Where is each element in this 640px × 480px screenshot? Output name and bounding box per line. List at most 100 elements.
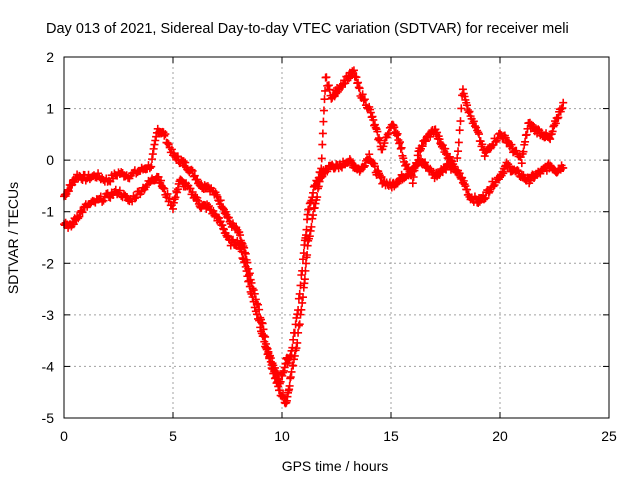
data-point <box>115 186 124 195</box>
data-point <box>409 172 418 181</box>
data-point <box>365 150 374 159</box>
data-series <box>60 66 568 388</box>
data-point <box>241 262 250 271</box>
data-point <box>98 197 107 206</box>
data-point <box>298 255 307 264</box>
data-point <box>148 150 157 159</box>
data-point <box>397 143 406 152</box>
data-series <box>60 124 568 408</box>
data-point <box>259 331 268 340</box>
data-point <box>288 343 297 352</box>
data-point <box>383 130 392 139</box>
data-point <box>460 180 469 189</box>
data-point <box>456 117 465 126</box>
data-point <box>310 181 319 190</box>
data-point <box>396 144 405 153</box>
data-point <box>455 126 464 135</box>
data-point <box>305 232 314 241</box>
data-point <box>298 266 307 275</box>
data-point <box>188 166 197 175</box>
data-point <box>121 191 130 200</box>
data-point <box>181 158 190 167</box>
data-point <box>289 335 298 344</box>
data-point <box>348 67 357 76</box>
data-point <box>317 164 326 173</box>
data-point <box>470 122 479 131</box>
data-point <box>318 129 327 138</box>
data-point <box>147 162 156 171</box>
data-point <box>454 138 463 147</box>
data-point <box>187 165 196 174</box>
data-point <box>311 182 320 191</box>
y-axis-label: SDTVAR / TECUs <box>5 182 21 294</box>
data-point <box>377 172 386 181</box>
data-point <box>559 98 568 107</box>
data-point <box>212 190 221 199</box>
data-point <box>296 281 305 290</box>
data-point <box>395 139 404 148</box>
data-point <box>260 337 269 346</box>
data-point <box>370 162 379 171</box>
data-point <box>412 160 421 169</box>
data-point <box>240 258 249 267</box>
data-point <box>78 208 87 217</box>
y-tick-label: 2 <box>46 49 54 65</box>
data-point <box>441 144 450 153</box>
data-point <box>64 185 73 194</box>
data-point <box>458 85 467 94</box>
data-point <box>460 92 469 101</box>
data-point <box>380 139 389 148</box>
axis-ticks: 0 5 10 15 20 25 -5 -4 -3 -2 -1 0 1 2 <box>42 49 617 444</box>
data-point <box>426 132 435 141</box>
data-point <box>318 140 327 149</box>
data-point <box>70 178 79 187</box>
data-point <box>149 144 158 153</box>
x-axis-label: GPS time / hours <box>282 458 389 474</box>
y-tick-label: -5 <box>42 410 55 426</box>
data-point <box>359 96 368 105</box>
data-point <box>169 204 177 213</box>
data-point <box>513 166 522 175</box>
data-point <box>295 289 304 298</box>
y-tick-label: 1 <box>46 101 54 117</box>
data-point <box>324 81 333 90</box>
data-point <box>376 173 385 182</box>
data-point <box>150 140 159 149</box>
data-point <box>163 189 172 198</box>
data-point <box>171 193 180 202</box>
data-point <box>319 117 328 126</box>
data-point <box>314 173 323 182</box>
grid <box>64 57 609 418</box>
data-point <box>469 117 478 126</box>
x-tick-label: 25 <box>601 428 617 444</box>
x-tick-label: 0 <box>60 428 68 444</box>
data-point <box>481 193 490 202</box>
data-point <box>402 160 411 169</box>
data-point <box>289 361 298 370</box>
data-point <box>559 163 568 172</box>
data-point <box>243 272 252 281</box>
data-point <box>352 73 361 82</box>
data-point <box>256 323 265 332</box>
data-point <box>412 161 421 170</box>
data-point <box>293 310 302 319</box>
data-point <box>249 297 258 306</box>
data-point <box>479 195 488 204</box>
data-point <box>452 168 461 177</box>
data-point <box>279 368 288 377</box>
data-point <box>306 226 315 235</box>
data-point <box>298 298 307 307</box>
data-point <box>355 84 364 93</box>
y-tick-label: -3 <box>42 307 55 323</box>
data-point <box>307 222 316 231</box>
data-point <box>236 231 245 240</box>
data-point <box>275 379 284 388</box>
data-point <box>216 217 225 226</box>
data-point <box>132 193 141 202</box>
y-tick-label: -4 <box>42 358 55 374</box>
data-point <box>453 154 462 163</box>
data-point <box>517 159 526 168</box>
data-point <box>145 164 154 173</box>
data-point <box>390 123 399 132</box>
data-point <box>550 121 559 130</box>
